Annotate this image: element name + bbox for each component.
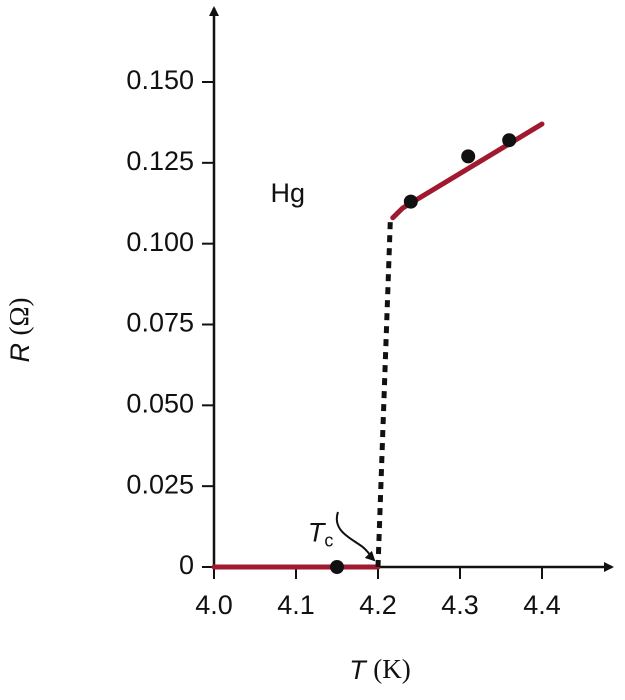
y-axis-label: R (Ω) (4, 297, 35, 362)
y-tick-label: 0.075 (126, 308, 194, 338)
x-label-unit: (K) (373, 654, 410, 684)
y-tick-label: 0.150 (126, 65, 194, 95)
annotation: Hg (271, 178, 306, 208)
x-axis-label: T (K) (349, 654, 411, 685)
y-tick-label: 0.100 (126, 227, 194, 257)
data-point (330, 560, 344, 574)
annotation-subscript: c (324, 530, 333, 550)
transition-line (375, 220, 393, 568)
fit-line (390, 121, 545, 221)
y-label-symbol: R (5, 343, 35, 363)
data-point (502, 133, 517, 148)
y-tick-label: 0 (179, 550, 194, 580)
x-label-symbol: T (349, 655, 368, 685)
y-tick-label: 0.050 (126, 388, 194, 418)
x-tick-label: 4.2 (359, 590, 397, 620)
x-tick-label: 4.3 (441, 590, 479, 620)
data-point (403, 194, 418, 209)
annotation-text: T (308, 518, 327, 548)
y-tick-label: 0.125 (126, 146, 194, 176)
y-label-unit: (Ω) (4, 297, 34, 335)
x-tick-label: 4.1 (277, 590, 315, 620)
y-tick-label: 0.025 (126, 469, 194, 499)
tc-pointer (335, 511, 376, 562)
x-tick-label: 4.4 (523, 590, 561, 620)
annotation-text: Hg (271, 178, 306, 208)
x-tick-label: 4.0 (195, 590, 233, 620)
data-point (461, 149, 476, 164)
annotation: Tc (308, 518, 334, 551)
